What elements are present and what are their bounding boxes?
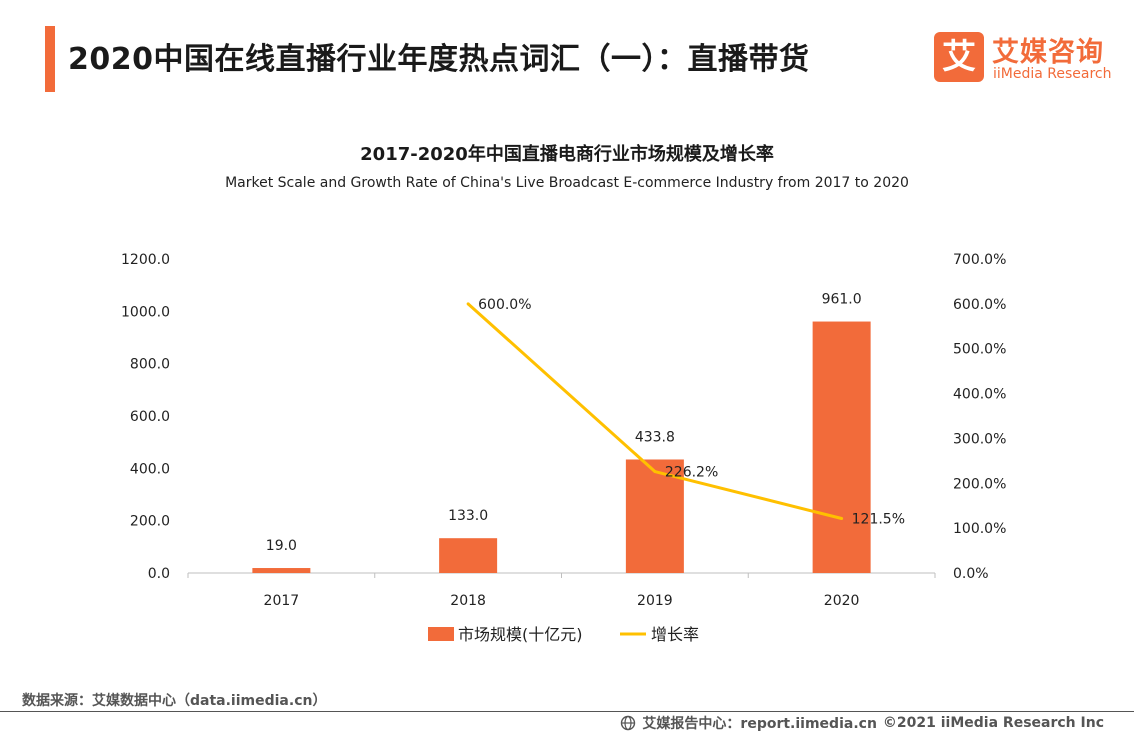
bar-2020 [812,321,871,573]
bar-2018 [439,538,498,573]
brand-logo: 艾 艾媒咨询 iiMedia Research [934,30,1124,86]
bar-2017 [252,568,311,573]
growth-rate-point-2018 [466,302,470,306]
page-title: 2020中国在线直播行业年度热点词汇（一）：直播带货 [68,42,810,77]
line-data-label: 226.2% [665,465,718,481]
legend-bar-label: 市场规模(十亿元) [458,625,583,644]
bar-data-label: 961.0 [822,292,862,308]
footer-divider [0,711,1134,712]
chart-subtitle: Market Scale and Growth Rate of China's … [225,175,909,191]
y-right-tick-label: 500.0% [953,342,1006,358]
x-tick-label: 2020 [824,593,860,609]
data-source: 数据来源：艾媒数据中心（data.iimedia.cn） [22,693,327,709]
footer-report-link[interactable]: 艾媒报告中心：report.iimedia.cn [642,716,877,732]
y-right-tick-label: 200.0% [953,476,1006,492]
y-right-tick-label: 700.0% [953,252,1006,268]
globe-icon [621,715,636,731]
growth-rate-point-2019 [653,470,657,474]
title-accent-bar [45,26,55,92]
legend-bar-swatch [428,627,454,641]
x-tick-label: 2019 [637,593,673,609]
y-left-tick-label: 200.0 [130,514,170,530]
x-tick-label: 2018 [450,593,486,609]
y-left-tick-label: 1000.0 [121,304,170,320]
footer-copyright: ©2021 iiMedia Research Inc [882,715,1104,731]
chart: 0.0 200.0 400.0 600.0 800.0 1000.0 1200.0 0.0% 1… [121,252,1006,644]
bar-data-label: 433.8 [635,429,675,445]
bar-data-label: 19.0 [266,538,297,554]
y-right-tick-label: 400.0% [953,387,1006,403]
y-right-tick-label: 0.0% [953,566,989,582]
line-data-label: 121.5% [852,511,905,527]
line-data-label: 600.0% [478,297,531,313]
logo-mark: 艾 [934,32,984,82]
bar-2019 [625,459,684,573]
logo-name-cn: 艾媒咨询 [992,37,1104,68]
x-tick-label: 2017 [264,593,300,609]
y-left-tick-label: 1200.0 [121,252,170,268]
legend-line-label: 增长率 [651,625,699,644]
y-left-tick-label: 800.0 [130,357,170,373]
y-right-tick-label: 300.0% [953,431,1006,447]
y-right-tick-label: 600.0% [953,297,1006,313]
bar-data-label: 133.0 [448,508,488,524]
y-left-tick-label: 600.0 [130,409,170,425]
y-left-tick-label: 400.0 [130,461,170,477]
footer: 艾媒报告中心：report.iimedia.cn ©2021 iiMedia R… [620,713,1104,733]
logo-name-en: iiMedia Research [993,66,1112,82]
chart-title: 2017-2020年中国直播电商行业市场规模及增长率 [360,144,774,165]
y-right-tick-label: 100.0% [953,521,1006,537]
y-left-tick-label: 0.0 [148,566,170,582]
growth-rate-point-2020 [840,516,844,520]
